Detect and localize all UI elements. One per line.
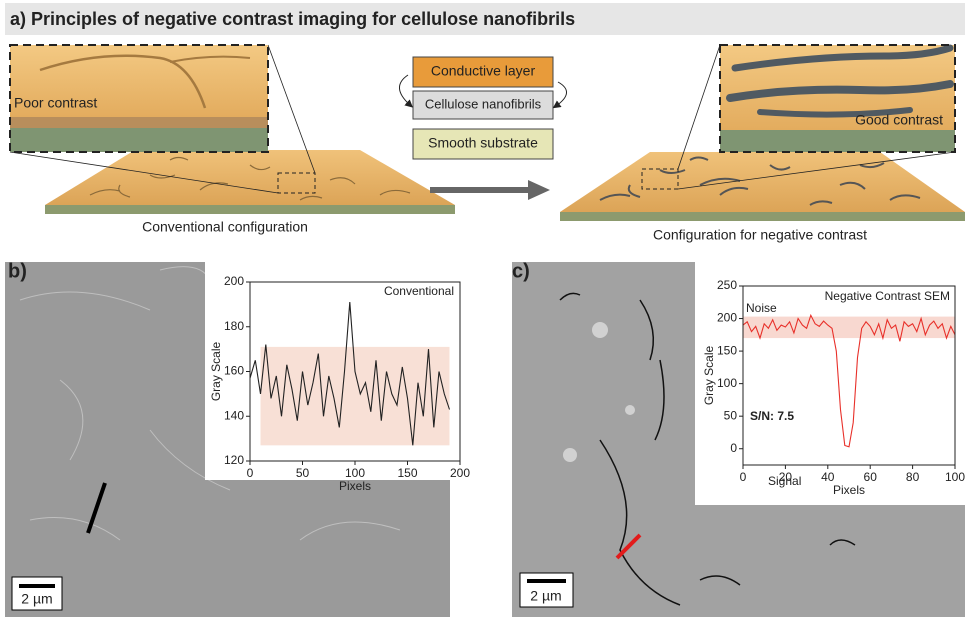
panel-label: b) — [8, 260, 27, 282]
y-tick-label: 160 — [224, 364, 244, 378]
data-line — [742, 313, 956, 448]
inset-label: Poor contrast — [14, 95, 97, 111]
annotation: Noise — [746, 301, 777, 315]
left-inset — [9, 44, 269, 153]
data-line — [249, 302, 451, 446]
chart-title: Negative Contrast SEM — [825, 289, 950, 303]
x-tick-label: 0 — [247, 466, 254, 480]
right-slab — [560, 44, 965, 221]
x-tick-label: 100 — [945, 470, 965, 484]
y-tick-label: 200 — [224, 274, 244, 288]
y-axis-label: Gray Scale — [209, 341, 223, 401]
left-slab — [9, 44, 455, 214]
scale-bar-label: 2 µm — [21, 591, 52, 607]
x-axis-label: Pixels — [833, 483, 865, 497]
panel-label: c) — [512, 260, 530, 282]
caption: Configuration for negative contrast — [653, 227, 867, 243]
y-tick-label: 200 — [717, 311, 737, 325]
x-tick-label: 100 — [345, 466, 365, 480]
x-tick-label: 20 — [779, 470, 793, 484]
scale-bar-label: 2 µm — [530, 588, 561, 604]
x-tick-label: 40 — [821, 470, 835, 484]
panel-a-title: a) Principles of negative contrast imagi… — [10, 9, 575, 29]
layer-boxes — [399, 56, 567, 160]
x-tick-label: 0 — [740, 470, 747, 484]
y-tick-label: 50 — [724, 408, 738, 422]
right-inset — [719, 44, 956, 153]
x-tick-label: 60 — [864, 470, 878, 484]
x-tick-label: 80 — [906, 470, 920, 484]
y-axis-label: Gray Scale — [702, 345, 716, 405]
x-tick-label: 200 — [450, 466, 470, 480]
x-axis-label: Pixels — [339, 479, 371, 493]
plot-frame — [742, 285, 956, 466]
x-tick-label: 150 — [397, 466, 417, 480]
layer-label: Cellulose nanofibrils — [425, 96, 542, 111]
y-tick-label: 180 — [224, 319, 244, 333]
annotation: Signal — [768, 474, 801, 488]
layer-label: Smooth substrate — [428, 135, 538, 151]
arrow — [430, 180, 550, 200]
title-bar — [5, 3, 965, 35]
y-tick-label: 100 — [717, 376, 737, 390]
caption: Conventional configuration — [142, 219, 308, 235]
y-tick-label: 150 — [717, 343, 737, 357]
chart-title: Conventional — [384, 284, 454, 298]
inset-label: Good contrast — [855, 112, 943, 128]
layer-label: Conductive layer — [431, 63, 536, 79]
x-tick-label: 50 — [296, 466, 310, 480]
noise-band — [260, 346, 450, 446]
y-tick-label: 120 — [224, 453, 244, 467]
y-tick-label: 0 — [730, 441, 737, 455]
y-tick-label: 250 — [717, 278, 737, 292]
annotation: S/N: 7.5 — [750, 409, 794, 423]
y-tick-label: 140 — [224, 408, 244, 422]
